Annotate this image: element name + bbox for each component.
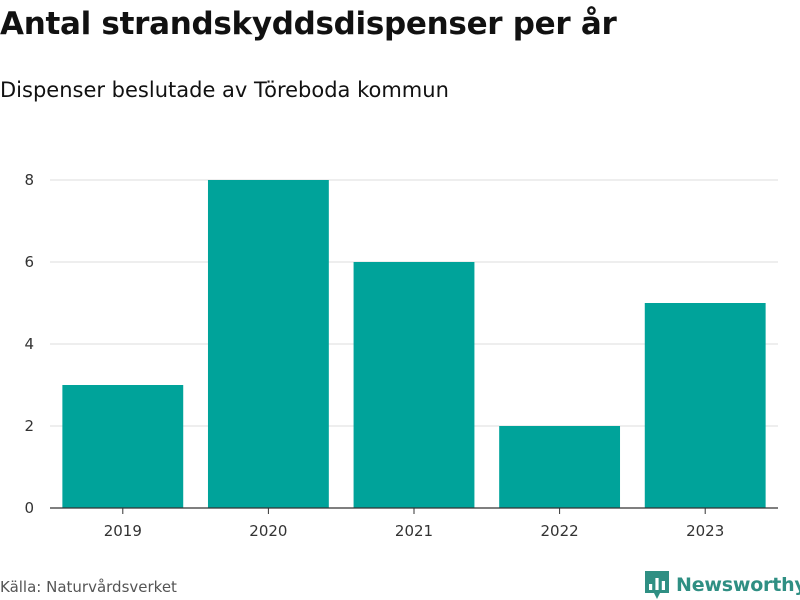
bar-2020[interactable] — [207, 180, 329, 508]
y-tick-label: 4 — [24, 335, 34, 353]
brand-logo[interactable]: Newsworthy — [644, 570, 800, 600]
newsworthy-logo-icon — [645, 571, 669, 599]
chart-title: Antal strandskyddsdispenser per år — [0, 6, 617, 42]
y-tick-label: 8 — [24, 171, 34, 189]
y-tick-label: 0 — [24, 499, 34, 517]
bar-2021[interactable] — [353, 262, 475, 508]
x-tick-label: 2020 — [249, 522, 287, 540]
x-tick-label: 2023 — [686, 522, 724, 540]
bar-2022[interactable] — [499, 426, 621, 508]
brand-name: Newsworthy — [676, 574, 800, 596]
x-tick-label: 2021 — [395, 522, 433, 540]
axes: 0 2 4 6 8 2019 2020 2021 2022 2023 — [24, 171, 778, 540]
x-tick-label: 2022 — [541, 522, 579, 540]
x-tick-label: 2019 — [104, 522, 142, 540]
y-tick-label: 2 — [24, 417, 34, 435]
bar-2019[interactable] — [62, 385, 184, 508]
y-tick-label: 6 — [24, 253, 34, 271]
chart-subtitle: Dispenser beslutade av Töreboda kommun — [0, 78, 449, 102]
source-note: Källa: Naturvårdsverket — [0, 578, 177, 596]
bars — [62, 180, 766, 508]
bar-2023[interactable] — [644, 303, 766, 508]
